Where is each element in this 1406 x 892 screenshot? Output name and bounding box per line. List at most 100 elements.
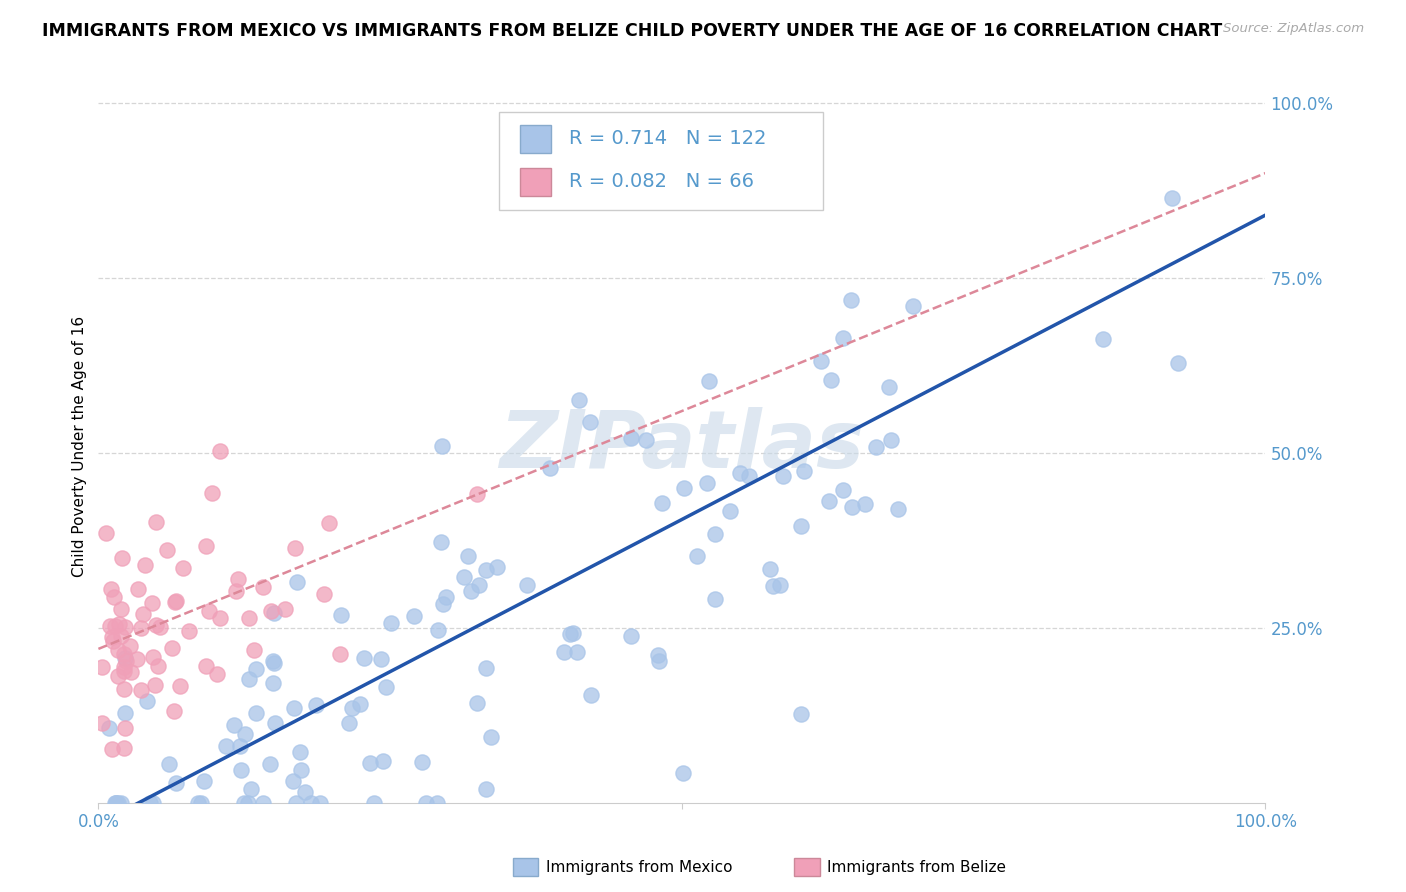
Point (165, 593, 187, 607)
Point (728, 467, 751, 481)
Point (762, 579, 785, 593)
Point (853, 496, 876, 510)
Text: Immigrants from Belize: Immigrants from Belize (827, 860, 1005, 874)
Point (479, 731, 502, 745)
Point (474, 661, 496, 675)
Point (772, 469, 794, 483)
Point (648, 654, 671, 668)
Point (90, 659, 112, 673)
Point (165, 775, 187, 789)
Point (142, 649, 165, 664)
Point (562, 625, 585, 640)
Point (262, 676, 284, 690)
Point (831, 331, 853, 345)
Point (195, 659, 218, 673)
Point (426, 796, 449, 810)
Point (120, 639, 142, 653)
Point (460, 584, 482, 599)
Point (877, 380, 900, 394)
Point (143, 678, 166, 692)
Point (125, 652, 148, 666)
Point (579, 415, 602, 429)
Point (252, 796, 274, 810)
Point (516, 578, 538, 592)
Point (238, 611, 260, 625)
Point (98, 618, 121, 632)
Point (831, 483, 853, 498)
Point (285, 796, 308, 810)
Point (672, 766, 695, 780)
Point (233, 727, 256, 741)
Point (127, 582, 149, 596)
Point (238, 673, 260, 687)
Point (475, 563, 498, 577)
Point (865, 440, 887, 454)
Point (163, 594, 186, 608)
Point (169, 679, 191, 693)
Point (274, 601, 297, 615)
Point (686, 549, 709, 563)
Point (620, 629, 643, 643)
Point (114, 650, 136, 665)
Point (114, 620, 136, 634)
Point (1092, 332, 1115, 346)
Point (651, 496, 673, 510)
Point (402, 608, 425, 623)
Point (229, 764, 252, 778)
Point (434, 591, 457, 605)
Point (112, 647, 135, 661)
Y-axis label: Child Poverty Under the Age of 16: Child Poverty Under the Age of 16 (72, 316, 87, 576)
Point (568, 392, 591, 407)
Point (229, 739, 252, 754)
Point (581, 688, 603, 702)
Point (375, 680, 398, 694)
Point (141, 596, 163, 610)
Point (738, 468, 761, 483)
Point (285, 574, 308, 589)
Point (553, 645, 575, 659)
Point (142, 796, 165, 810)
Point (215, 739, 238, 754)
Point (880, 433, 903, 447)
Point (427, 624, 450, 638)
Point (309, 796, 332, 810)
Point (114, 706, 136, 721)
Point (290, 763, 312, 777)
Point (112, 665, 135, 679)
Point (177, 624, 200, 638)
Point (205, 666, 228, 681)
Point (259, 756, 281, 771)
Point (138, 796, 160, 810)
Point (380, 615, 402, 630)
Point (114, 722, 136, 736)
Point (260, 604, 283, 618)
Point (565, 645, 588, 659)
Point (245, 662, 267, 676)
Point (187, 796, 209, 810)
Point (132, 607, 155, 621)
Point (245, 706, 267, 720)
Point (560, 626, 582, 640)
Point (190, 796, 212, 810)
Point (172, 561, 194, 575)
Point (107, 796, 129, 810)
Point (193, 773, 215, 788)
Point (146, 659, 169, 673)
Point (696, 476, 718, 491)
Point (430, 534, 453, 549)
Point (411, 755, 433, 769)
Point (226, 572, 249, 586)
Point (208, 443, 231, 458)
Point (340, 700, 363, 714)
Point (903, 299, 925, 313)
Point (236, 796, 259, 810)
Point (330, 607, 353, 622)
Point (103, 591, 125, 605)
Point (110, 602, 132, 616)
Point (810, 353, 832, 368)
Point (758, 562, 780, 576)
Point (415, 796, 437, 810)
Point (134, 558, 156, 572)
Point (703, 526, 725, 541)
Point (887, 502, 910, 516)
